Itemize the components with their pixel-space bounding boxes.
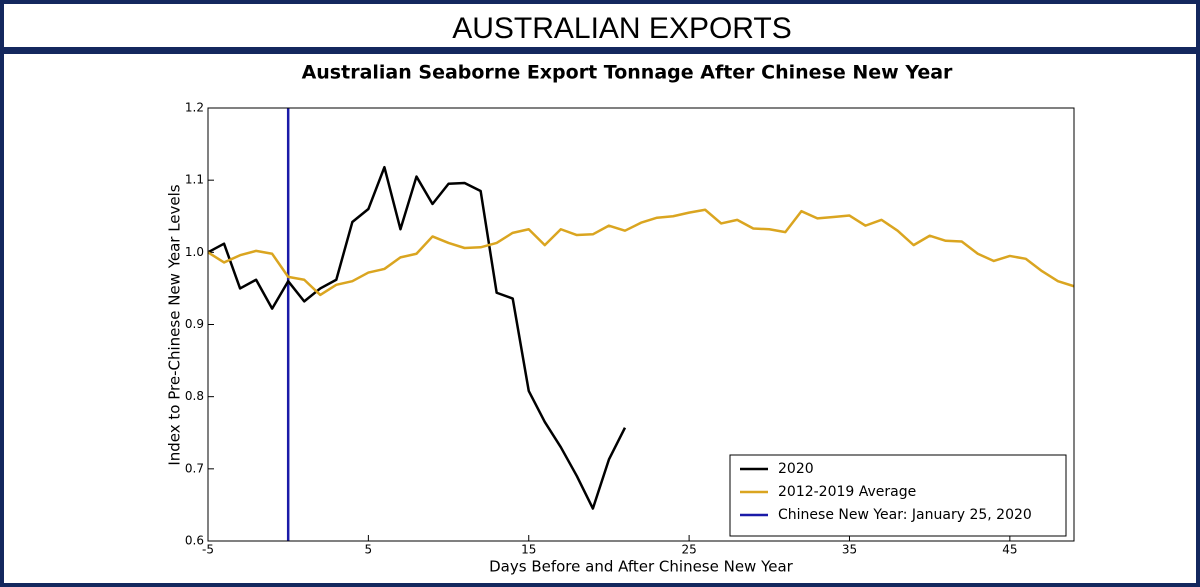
legend-label: Chinese New Year: January 25, 2020 xyxy=(778,507,1032,523)
y-tick-label: 0.6 xyxy=(185,534,204,548)
y-tick-label: 0.7 xyxy=(185,461,204,475)
y-tick-label: 1.2 xyxy=(185,101,204,115)
series-line xyxy=(207,165,627,510)
y-tick-label: 1.1 xyxy=(185,173,204,187)
legend-box xyxy=(729,454,1067,537)
y-tick-label: 0.8 xyxy=(185,389,204,403)
y-axis-label: Index to Pre-Chinese New Year Levels xyxy=(166,184,184,465)
chart-title: Australian Seaborne Export Tonnage After… xyxy=(302,62,953,84)
header-rule xyxy=(4,47,1196,54)
y-tick-label: 1.0 xyxy=(185,245,204,259)
x-tick-label: 45 xyxy=(1002,543,1017,557)
header-title: AUSTRALIAN EXPORTS xyxy=(452,12,792,45)
legend-label: 2020 xyxy=(778,461,814,477)
x-tick-label: 5 xyxy=(365,543,373,557)
series-line xyxy=(207,208,1075,297)
y-tick-label: 0.9 xyxy=(185,317,204,331)
x-tick-label: 35 xyxy=(842,543,857,557)
x-tick-label: 15 xyxy=(521,543,536,557)
x-tick-label: -5 xyxy=(202,543,214,557)
x-axis-label: Days Before and After Chinese New Year xyxy=(489,558,794,576)
x-tick-label: 25 xyxy=(681,543,696,557)
legend-label: 2012-2019 Average xyxy=(778,484,916,500)
plot-frame xyxy=(207,107,1075,542)
